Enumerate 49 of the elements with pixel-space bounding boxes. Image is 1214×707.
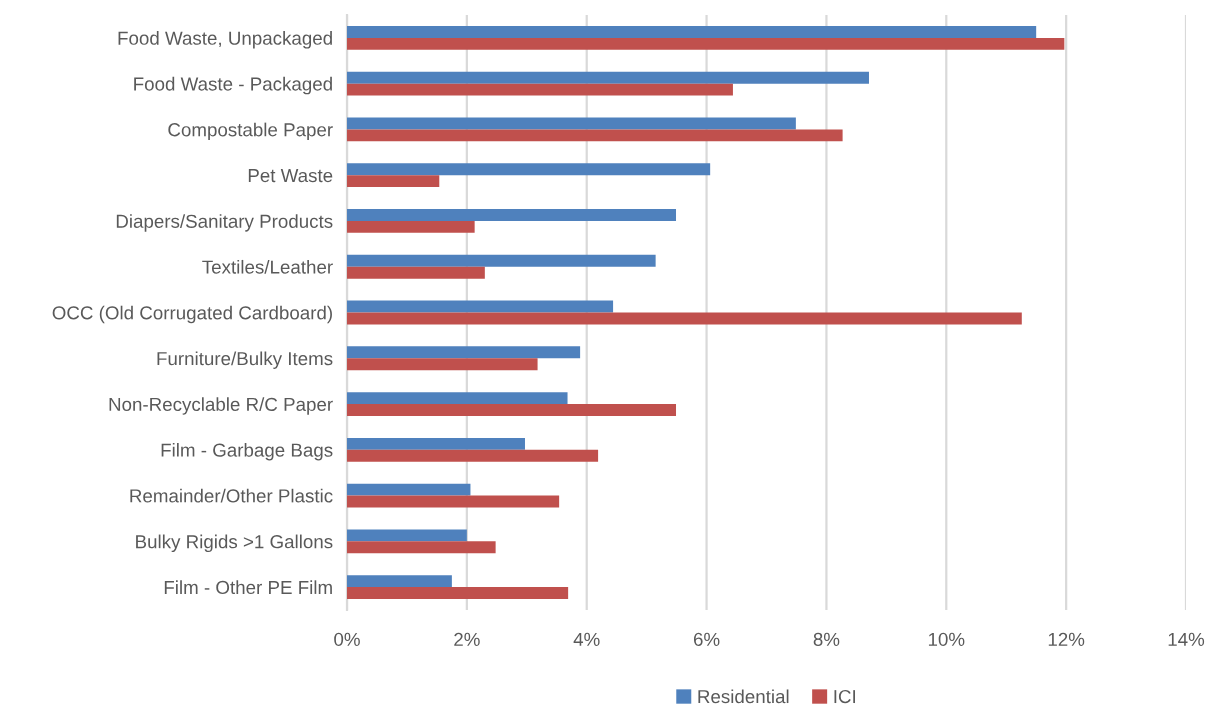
bar bbox=[347, 495, 560, 508]
y-tick-label: Textiles/Leather bbox=[202, 259, 333, 274]
bar bbox=[347, 541, 496, 554]
y-tick-label: Food Waste, Unpackaged bbox=[118, 31, 332, 49]
x-tick-label: 10% bbox=[928, 632, 965, 646]
y-tick-label: Compostable Paper bbox=[168, 122, 333, 141]
x-tick-label: 6% bbox=[693, 632, 720, 646]
x-tick-label: 12% bbox=[1048, 632, 1085, 646]
bar bbox=[347, 163, 711, 176]
x-tick-label: 8% bbox=[813, 632, 840, 646]
legend-label: Residential bbox=[698, 689, 789, 704]
x-tick-label: 2% bbox=[454, 632, 480, 646]
x-tick-label: 0% bbox=[334, 632, 360, 646]
y-tick-label: Diapers/Sanitary Products bbox=[116, 214, 333, 232]
y-tick-label: Furniture/Bulky Items bbox=[157, 351, 333, 369]
bar bbox=[347, 209, 677, 221]
y-tick-label: Food Waste - Packaged bbox=[134, 76, 332, 95]
bar bbox=[347, 254, 656, 267]
bar bbox=[347, 25, 1037, 38]
bar bbox=[347, 266, 485, 279]
bar bbox=[347, 358, 538, 371]
bar bbox=[347, 449, 599, 462]
y-tick-label: Bulky Rigids >1 Gallons bbox=[136, 534, 333, 553]
x-tick-label: 14% bbox=[1168, 632, 1205, 646]
bar bbox=[347, 404, 677, 416]
y-tick-label: Remainder/Other Plastic bbox=[130, 488, 333, 503]
bar bbox=[347, 220, 475, 233]
bar bbox=[347, 392, 568, 405]
x-tick-label: 4% bbox=[573, 632, 600, 646]
y-tick-label: Film - Garbage Bags bbox=[161, 443, 333, 461]
bar bbox=[347, 300, 614, 313]
bar bbox=[347, 587, 569, 600]
y-tick-label: Non-Recyclable R/C Paper bbox=[109, 397, 333, 415]
bar bbox=[347, 129, 843, 142]
bar bbox=[347, 117, 796, 130]
y-tick-label: Pet Waste bbox=[248, 169, 333, 183]
bar bbox=[347, 71, 869, 84]
bar bbox=[347, 346, 581, 359]
y-tick-label: Film - Other PE Film bbox=[164, 580, 332, 595]
legend-label: ICI bbox=[834, 689, 855, 704]
y-tick-label: OCC (Old Corrugated Cardboard) bbox=[52, 305, 332, 324]
bar bbox=[347, 437, 525, 450]
bar bbox=[347, 312, 1022, 325]
bar bbox=[347, 37, 1065, 50]
bar bbox=[347, 483, 471, 496]
bar bbox=[347, 575, 452, 588]
bar bbox=[347, 529, 467, 542]
bar bbox=[347, 175, 440, 188]
bar bbox=[347, 83, 733, 96]
